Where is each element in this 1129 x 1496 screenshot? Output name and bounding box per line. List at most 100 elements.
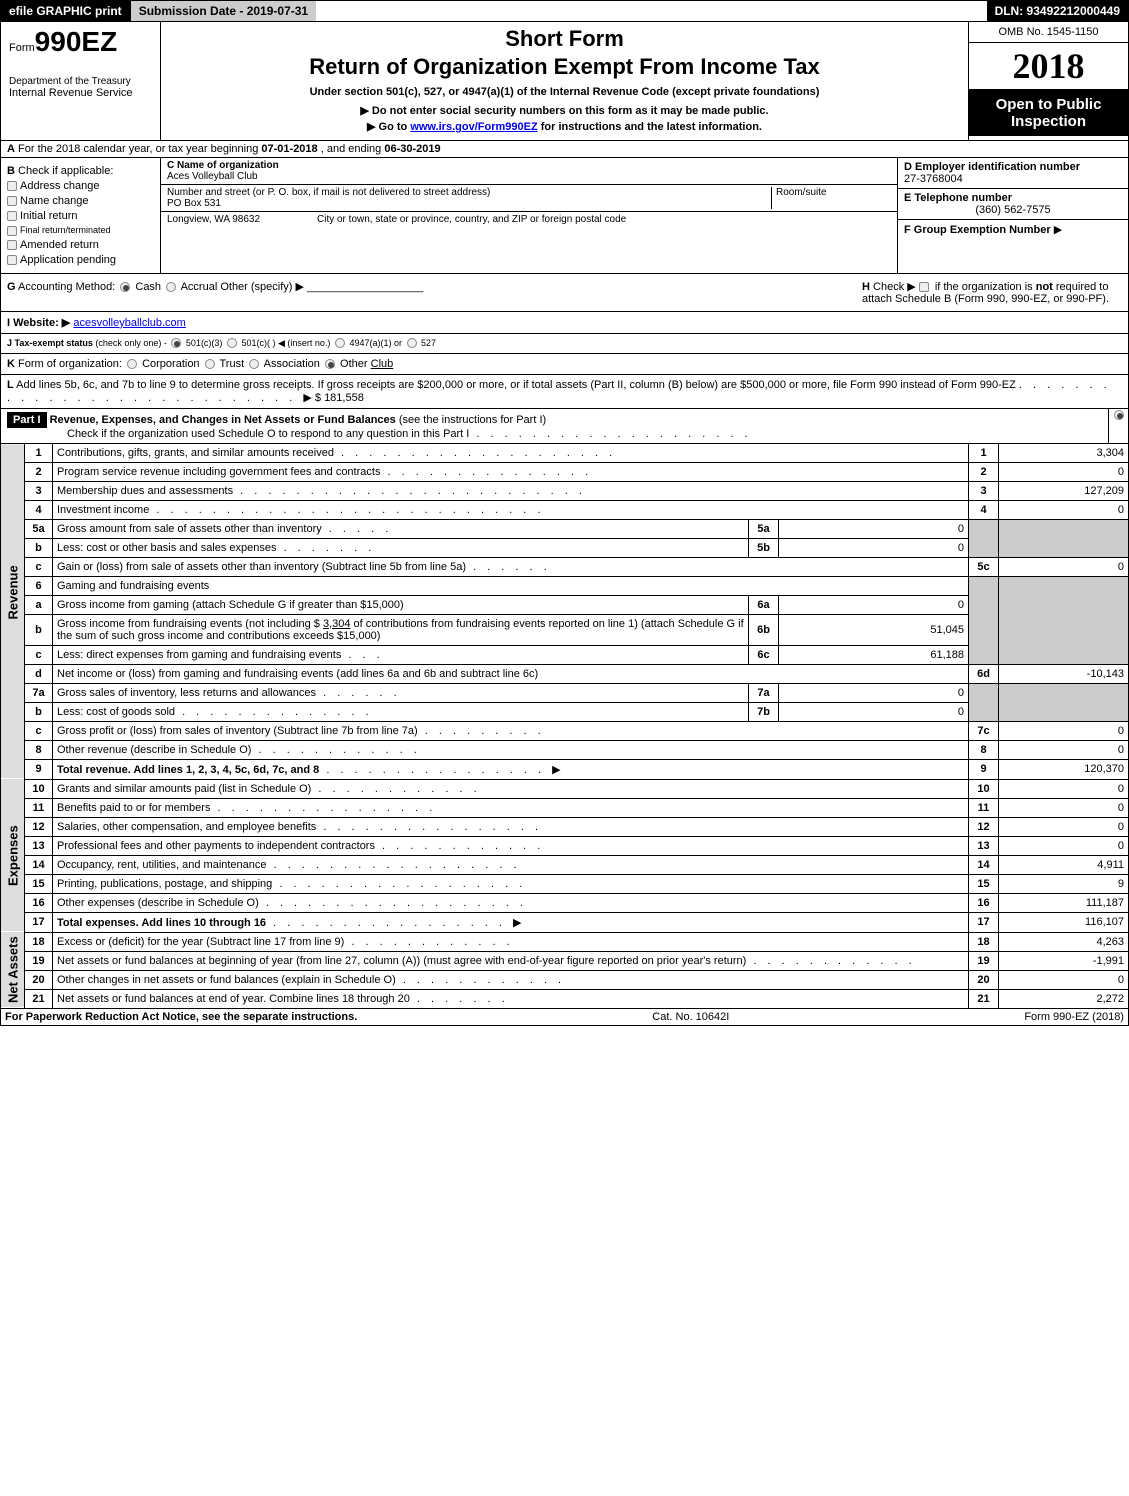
j-opt1: 501(c)(3) — [186, 338, 223, 348]
k-other: Other — [340, 358, 368, 370]
l5a-sv: 0 — [779, 519, 969, 538]
l1-tn: 1 — [969, 444, 999, 463]
checkbox-name-change[interactable] — [7, 196, 17, 206]
checkbox-pending[interactable] — [7, 255, 17, 265]
checkbox-h[interactable] — [919, 282, 929, 292]
l2-num: 2 — [25, 462, 53, 481]
ein-value: 27-3768004 — [904, 173, 1122, 185]
l6a-num: a — [25, 595, 53, 614]
l6d-tn: 6d — [969, 664, 999, 683]
l13-num: 13 — [25, 836, 53, 855]
row-h: H Check ▶ if the organization is not req… — [862, 280, 1122, 305]
part1-paren: (see the instructions for Part I) — [396, 414, 546, 426]
radio-4947[interactable] — [335, 338, 345, 348]
l10-tv: 0 — [999, 779, 1129, 798]
netassets-side-label: Net Assets — [1, 932, 25, 1008]
irs-link[interactable]: www.irs.gov/Form990EZ — [410, 121, 537, 133]
k-text: Form of organization: — [15, 358, 125, 370]
l14-num: 14 — [25, 855, 53, 874]
l7b-sn: 7b — [749, 702, 779, 721]
footer-center: Cat. No. 10642I — [652, 1011, 729, 1023]
k-assoc: Association — [264, 358, 320, 370]
l18-desc: Excess or (deficit) for the year (Subtra… — [57, 936, 344, 948]
l17-num: 17 — [25, 912, 53, 932]
l6c-sv: 61,188 — [779, 645, 969, 664]
l8-num: 8 — [25, 740, 53, 759]
l5c-num: c — [25, 557, 53, 576]
l6-num: 6 — [25, 576, 53, 595]
radio-501c[interactable] — [227, 338, 237, 348]
dln-label: DLN: 93492212000449 — [987, 1, 1128, 21]
l4-tv: 0 — [999, 500, 1129, 519]
shaded-6 — [969, 576, 999, 664]
l10-desc: Grants and similar amounts paid (list in… — [57, 783, 311, 795]
checkbox-amended[interactable] — [7, 240, 17, 250]
initial-return-label: Initial return — [20, 210, 77, 222]
l21-tv: 2,272 — [999, 989, 1129, 1008]
radio-527[interactable] — [407, 338, 417, 348]
l12-tn: 12 — [969, 817, 999, 836]
e-label: E Telephone number — [904, 192, 1012, 204]
radio-trust[interactable] — [205, 359, 215, 369]
c-addr-label: Number and street (or P. O. box, if mail… — [167, 187, 771, 198]
efile-print-button[interactable]: efile GRAPHIC print — [1, 1, 130, 21]
h-not: not — [1036, 281, 1053, 293]
accrual-label: Accrual — [181, 281, 218, 293]
l7a-num: 7a — [25, 683, 53, 702]
org-name: Aces Volleyball Club — [167, 171, 891, 182]
amended-label: Amended return — [20, 239, 99, 251]
part1-checkbox[interactable] — [1114, 410, 1124, 420]
website-link[interactable]: acesvolleyballclub.com — [73, 317, 186, 329]
radio-assoc[interactable] — [249, 359, 259, 369]
l3-tv: 127,209 — [999, 481, 1129, 500]
checkbox-final-return[interactable] — [7, 226, 17, 236]
radio-501c3[interactable] — [171, 338, 181, 348]
l-text: Add lines 5b, 6c, and 7b to line 9 to de… — [14, 379, 1016, 391]
radio-other[interactable] — [325, 359, 335, 369]
l14-desc: Occupancy, rent, utilities, and maintena… — [57, 859, 267, 871]
l10-num: 10 — [25, 779, 53, 798]
expenses-side-label: Expenses — [1, 779, 25, 932]
k-other-val: Club — [371, 358, 394, 370]
radio-cash[interactable] — [120, 282, 130, 292]
l7a-sv: 0 — [779, 683, 969, 702]
instr-goto-post: for instructions and the latest informat… — [538, 121, 762, 133]
address-change-label: Address change — [20, 180, 100, 192]
checkbox-initial-return[interactable] — [7, 211, 17, 221]
l15-desc: Printing, publications, postage, and shi… — [57, 878, 272, 890]
l12-tv: 0 — [999, 817, 1129, 836]
l19-tn: 19 — [969, 951, 999, 970]
row-gh: G Accounting Method: Cash Accrual Other … — [0, 274, 1129, 312]
top-left: efile GRAPHIC print Submission Date - 20… — [1, 1, 316, 21]
l18-num: 18 — [25, 932, 53, 951]
l7a-desc: Gross sales of inventory, less returns a… — [57, 687, 316, 699]
l6b-d1: Gross income from fundraising events (no… — [57, 618, 323, 630]
instr-goto-pre: ▶ Go to — [367, 121, 410, 133]
section-a: A For the 2018 calendar year, or tax yea… — [0, 141, 1129, 158]
l5c-tv: 0 — [999, 557, 1129, 576]
l15-tv: 9 — [999, 874, 1129, 893]
j-opt2: 501(c)( ) ◀ (insert no.) — [241, 338, 330, 348]
l18-tn: 18 — [969, 932, 999, 951]
l9-tn: 9 — [969, 759, 999, 779]
instr-goto: ▶ Go to www.irs.gov/Form990EZ for instru… — [169, 120, 960, 133]
l2-desc: Program service revenue including govern… — [57, 466, 380, 478]
checkbox-address-change[interactable] — [7, 181, 17, 191]
radio-accrual[interactable] — [166, 282, 176, 292]
l5c-desc: Gain or (loss) from sale of assets other… — [57, 561, 466, 573]
l6b-amt: 3,304 — [323, 618, 351, 630]
shaded-7 — [969, 683, 999, 721]
l5a-num: 5a — [25, 519, 53, 538]
l20-num: 20 — [25, 970, 53, 989]
l11-tv: 0 — [999, 798, 1129, 817]
radio-corp[interactable] — [127, 359, 137, 369]
l11-num: 11 — [25, 798, 53, 817]
h-text1: Check ▶ — [870, 281, 919, 293]
l7c-tv: 0 — [999, 721, 1129, 740]
pending-label: Application pending — [20, 254, 116, 266]
col-b-label: B — [7, 165, 15, 177]
l19-desc: Net assets or fund balances at beginning… — [57, 955, 746, 967]
f-label: F Group Exemption Number — [904, 224, 1051, 236]
l17-desc: Total expenses. Add lines 10 through 16 — [57, 917, 266, 929]
section-a-label: A — [7, 143, 15, 155]
